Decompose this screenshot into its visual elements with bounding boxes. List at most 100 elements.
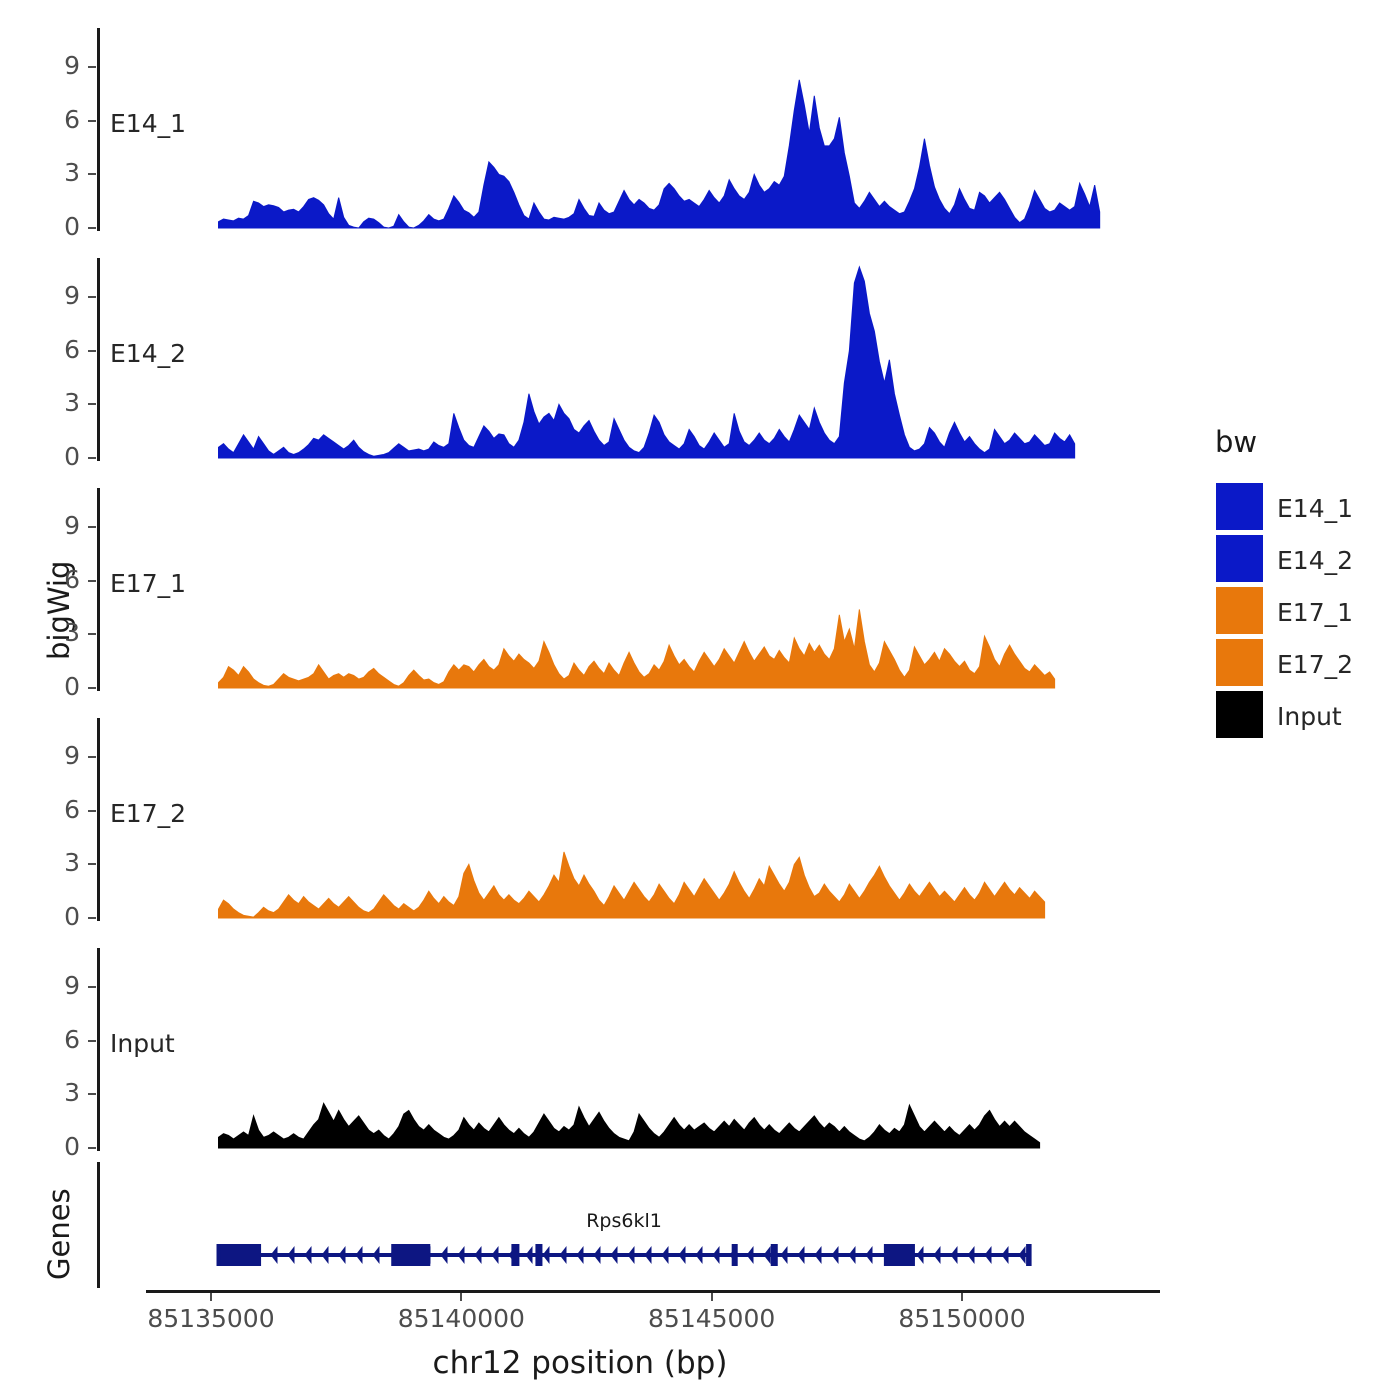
strand-arrow-icon (576, 1246, 584, 1264)
strand-arrow-icon (474, 1246, 482, 1264)
genes-panel: Rps6kl1 (0, 1160, 1160, 1290)
y-tick (88, 227, 96, 229)
strand-arrow-icon (338, 1246, 346, 1264)
y-tick (88, 1147, 96, 1149)
strand-arrow-icon (695, 1246, 703, 1264)
x-tick (460, 1293, 463, 1301)
y-tick-label: 6 (64, 104, 80, 134)
signal-area-input (218, 1102, 1041, 1149)
y-tick (88, 687, 96, 689)
gene-exon (731, 1244, 738, 1266)
y-axis-line (97, 28, 100, 231)
track-label-input: Input (110, 1028, 175, 1058)
y-tick (88, 1093, 96, 1096)
track-label-e17_1: E17_1 (110, 568, 187, 598)
y-tick-label: 9 (64, 741, 80, 771)
y-tick (88, 756, 96, 759)
gene-label: Rps6kl1 (586, 1210, 662, 1232)
legend-title: bw (1215, 425, 1258, 459)
gene-exon (535, 1244, 543, 1266)
strand-arrow-icon (287, 1246, 295, 1264)
strand-arrow-icon (525, 1246, 533, 1264)
signal-area-e17_2 (218, 851, 1046, 919)
signal-area-e14_1 (218, 79, 1101, 229)
strand-arrow-icon (661, 1246, 669, 1264)
strand-arrow-icon (559, 1246, 567, 1264)
y-tick (88, 1039, 96, 1042)
gene-terminus (1027, 1244, 1032, 1266)
x-tick-label: 85145000 (648, 1304, 776, 1333)
legend-swatch-e14_2[interactable] (1216, 535, 1263, 582)
strand-arrow-icon (440, 1246, 448, 1264)
strand-arrow-icon (372, 1246, 380, 1264)
y-tick (88, 863, 96, 866)
strand-arrow-icon (763, 1246, 771, 1264)
y-axis-line (97, 488, 100, 691)
y-tick (88, 349, 96, 352)
y-tick-label: 9 (64, 51, 80, 81)
genes-y-axis-line (97, 1162, 100, 1288)
strand-arrow-icon (1018, 1246, 1026, 1264)
y-tick (88, 809, 96, 812)
strand-arrow-icon (967, 1246, 975, 1264)
y-tick (88, 296, 96, 299)
y-tick (88, 917, 96, 919)
y-tick-label: 9 (64, 511, 80, 541)
legend-swatch-e17_1[interactable] (1216, 587, 1263, 634)
x-tick-label: 85135000 (147, 1304, 275, 1333)
y-tick-label: 0 (64, 1132, 80, 1161)
strand-arrow-icon (831, 1246, 839, 1264)
strand-arrow-icon (542, 1246, 550, 1264)
y-tick (88, 403, 96, 406)
y-tick-label: 6 (64, 794, 80, 824)
gene-model[interactable] (0, 1160, 1160, 1290)
x-axis-title: chr12 position (bp) (432, 1345, 728, 1381)
y-axis-line (97, 718, 100, 921)
track-panel-e17_1: 0 3 6 9 E17_1 (0, 488, 1180, 699)
strand-arrow-icon (321, 1246, 329, 1264)
strand-arrow-icon (814, 1246, 822, 1264)
y-tick-label: 0 (64, 902, 80, 931)
track-panel-e14_1: 0 3 6 9 E14_1 (0, 28, 1180, 239)
y-tick-label: 0 (64, 442, 80, 471)
x-tick-label: 85140000 (397, 1304, 525, 1333)
x-tick (961, 1293, 963, 1301)
legend-label-input: Input (1277, 702, 1342, 731)
legend-swatch-e17_2[interactable] (1216, 639, 1263, 686)
gene-backbone (218, 1253, 1030, 1257)
strand-arrow-icon (984, 1246, 992, 1264)
gene-exon (511, 1244, 520, 1266)
y-tick (88, 526, 96, 529)
legend-swatch-input[interactable] (1216, 691, 1263, 738)
y-tick (88, 119, 96, 122)
y-tick-label: 9 (64, 971, 80, 1001)
strand-arrow-icon (270, 1246, 278, 1264)
strand-arrow-icon (355, 1246, 363, 1264)
gene-exon (391, 1244, 431, 1266)
strand-arrow-icon (797, 1246, 805, 1264)
gene-exon (770, 1244, 778, 1266)
x-axis: 85135000 85140000 85145000 85150000 (0, 1290, 1240, 1340)
y-tick (88, 986, 96, 989)
legend-label-e17_1: E17_1 (1277, 598, 1354, 627)
strand-arrow-icon (712, 1246, 720, 1264)
legend-label-e14_2: E14_2 (1277, 546, 1354, 575)
y-tick-label: 9 (64, 281, 80, 311)
y-axis-line (97, 258, 100, 461)
gene-terminus (216, 1244, 221, 1266)
y-tick-label: 6 (64, 1024, 80, 1054)
strand-arrow-icon (304, 1246, 312, 1264)
gene-exon (883, 1244, 915, 1266)
y-tick (88, 457, 96, 459)
y-tick-label: 0 (64, 212, 80, 241)
track-panel-input: 0 3 6 9 Input (0, 948, 1180, 1159)
strand-arrow-icon (780, 1246, 788, 1264)
signal-area-e17_1 (218, 609, 1056, 689)
track-label-e14_1: E14_1 (110, 108, 187, 138)
x-tick (710, 1293, 713, 1301)
strand-arrow-icon (610, 1246, 618, 1264)
y-tick-label: 0 (64, 672, 80, 701)
legend-swatch-e14_1[interactable] (1216, 483, 1263, 530)
track-label-e17_2: E17_2 (110, 798, 187, 828)
